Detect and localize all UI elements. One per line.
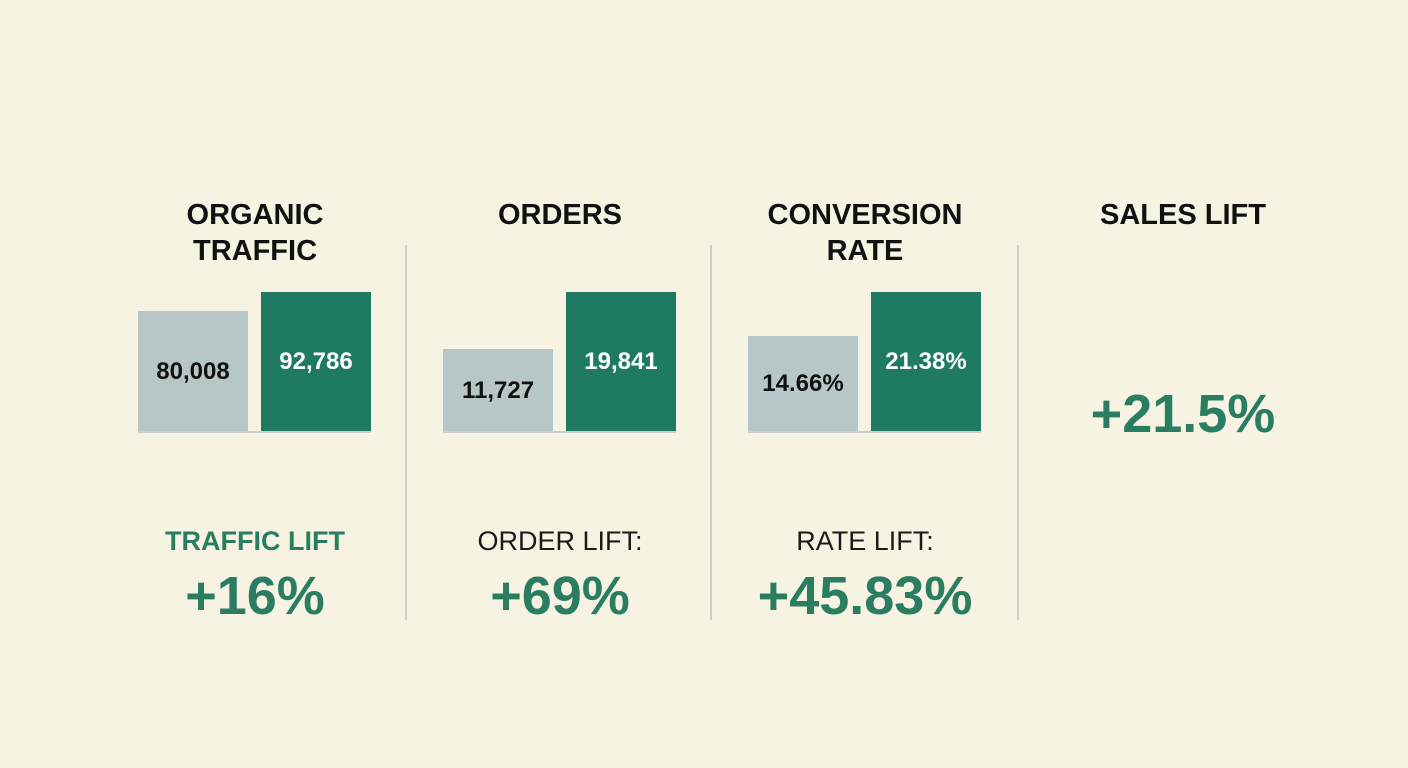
- baseline: [138, 431, 371, 433]
- sales-lift-value: +21.5%: [1090, 384, 1276, 444]
- baseline: [443, 431, 676, 433]
- bar: [566, 292, 676, 432]
- panel-title: SALES LIFT: [1100, 199, 1266, 231]
- lift-value: +69%: [490, 566, 630, 626]
- value-label: 80,008: [156, 357, 230, 385]
- divider: [710, 245, 712, 620]
- panel-title: ORGANIC TRAFFIC: [186, 199, 324, 267]
- value-label: 21.38%: [885, 348, 967, 375]
- bar: [443, 349, 553, 432]
- divider: [405, 245, 407, 620]
- bar: [261, 292, 371, 432]
- value-label: 92,786: [279, 348, 353, 375]
- bar: [871, 292, 981, 432]
- panel-title: CONVERSION RATE: [767, 199, 963, 267]
- panel-title: ORDERS: [497, 199, 623, 231]
- baseline: [748, 431, 981, 433]
- lift-label: RATE LIFT:: [796, 526, 934, 556]
- lift-label: TRAFFIC LIFT: [165, 526, 345, 556]
- lift-label: ORDER LIFT:: [477, 526, 643, 556]
- bar: [748, 336, 858, 432]
- value-label: 14.66%: [762, 370, 844, 397]
- value-label: 11,727: [461, 376, 535, 404]
- divider: [1017, 245, 1019, 620]
- value-label: 19,841: [584, 348, 658, 375]
- lift-value: +45.83%: [757, 566, 973, 626]
- bar: [138, 311, 248, 432]
- lift-value: +16%: [185, 566, 325, 626]
